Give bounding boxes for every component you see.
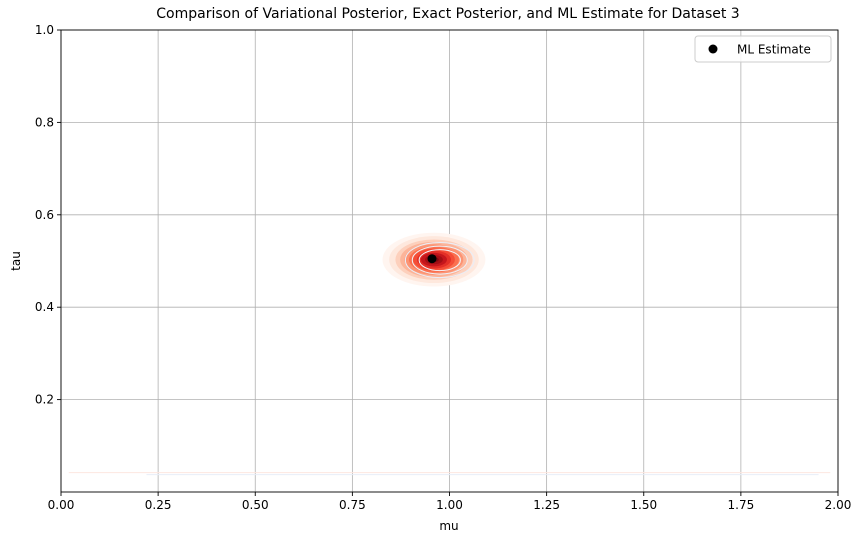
y-axis-label: tau (9, 251, 23, 271)
legend: ML Estimate (694, 35, 832, 63)
y-tick-label: 1.0 (35, 23, 54, 37)
outer-contour-line (404, 242, 475, 279)
outer-contour-line (418, 249, 461, 272)
posterior-contours (68, 232, 831, 476)
y-axis: 0.2 0.4 0.6 0.8 1.0 (35, 23, 61, 407)
x-tick-label: 1.00 (436, 498, 463, 512)
y-tick-label: 0.6 (35, 208, 54, 222)
x-tick-label: 0.75 (339, 498, 366, 512)
x-axis: 0.00 0.25 0.50 0.75 1.00 1.25 1.50 1.75 2.00 (48, 492, 852, 512)
legend-marker (708, 44, 718, 54)
chart-title: Comparison of Variational Posterior, Exa… (156, 6, 739, 22)
y-tick-label: 0.2 (35, 393, 54, 407)
x-axis-label: mu (439, 519, 458, 533)
x-tick-label: 1.25 (533, 498, 560, 512)
x-tick-label: 0.50 (242, 498, 269, 512)
x-tick-label: 2.00 (825, 498, 852, 512)
legend-label: ML Estimate (737, 43, 811, 57)
x-tick-label: 0.25 (145, 498, 172, 512)
x-tick-label: 0.00 (48, 498, 75, 512)
outer-contour-line (411, 245, 468, 275)
y-tick-label: 0.8 (35, 115, 54, 129)
x-tick-label: 1.50 (630, 498, 657, 512)
data-points (427, 254, 437, 264)
ml-estimate-point (427, 254, 437, 264)
x-tick-label: 1.75 (728, 498, 755, 512)
legend-box (694, 35, 832, 63)
y-tick-label: 0.4 (35, 300, 54, 314)
